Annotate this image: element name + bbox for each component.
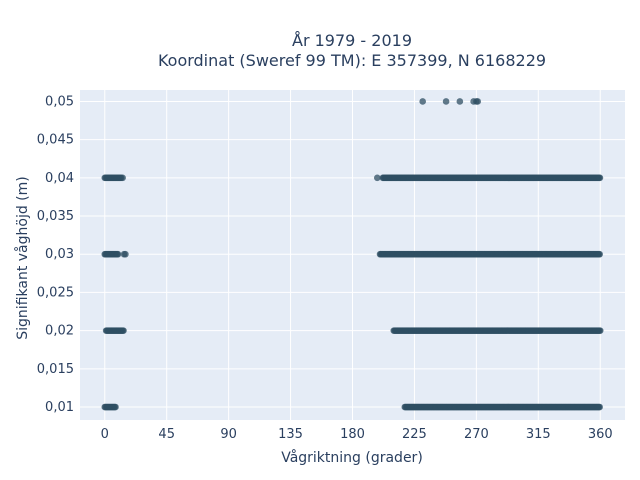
x-tick-labels: 0 45 90 135 180 225 270 315 360 — [101, 427, 613, 442]
data-point — [474, 98, 482, 105]
y-tick-label: 0,04 — [45, 171, 74, 186]
data-point — [114, 250, 122, 258]
data-point — [373, 174, 381, 182]
x-axis-label: Vågriktning (grader) — [281, 449, 423, 466]
y-tick-labels: 0,01 0,015 0,02 0,025 0,03 0,035 0,04 0,045 0,05 — [37, 94, 74, 415]
data-point — [122, 250, 129, 258]
y-axis-label: Signifikant våghöjd (m) — [14, 176, 31, 339]
chart-title: År 1979 - 2019 — [292, 31, 412, 50]
data-point — [120, 327, 127, 334]
data-point — [596, 250, 603, 258]
data-point — [596, 403, 603, 411]
x-tick-label: 270 — [464, 427, 489, 442]
y-tick-label: 0,02 — [45, 324, 74, 339]
data-points — [101, 98, 604, 411]
x-tick-label: 0 — [101, 427, 109, 442]
data-point — [112, 403, 119, 411]
y-tick-label: 0,045 — [37, 133, 74, 148]
x-tick-label: 45 — [158, 427, 175, 442]
y-tick-label: 0,025 — [37, 285, 74, 300]
y-tick-label: 0,01 — [45, 400, 74, 415]
data-point — [596, 174, 604, 182]
x-tick-label: 360 — [588, 427, 613, 442]
x-tick-label: 225 — [402, 427, 427, 442]
y-tick-label: 0,03 — [45, 247, 74, 262]
data-point — [419, 98, 426, 105]
y-tick-label: 0,05 — [45, 94, 74, 109]
x-tick-label: 315 — [526, 427, 551, 442]
x-tick-label: 135 — [278, 427, 303, 442]
y-tick-label: 0,015 — [37, 362, 74, 377]
data-point — [442, 98, 450, 105]
data-point — [596, 327, 604, 334]
x-tick-label: 180 — [340, 427, 365, 442]
x-tick-label: 90 — [220, 427, 237, 442]
data-point — [119, 174, 126, 182]
chart-subtitle: Koordinat (Sweref 99 TM): E 357399, N 61… — [158, 51, 546, 70]
y-tick-label: 0,035 — [37, 209, 74, 224]
data-point — [456, 98, 464, 105]
